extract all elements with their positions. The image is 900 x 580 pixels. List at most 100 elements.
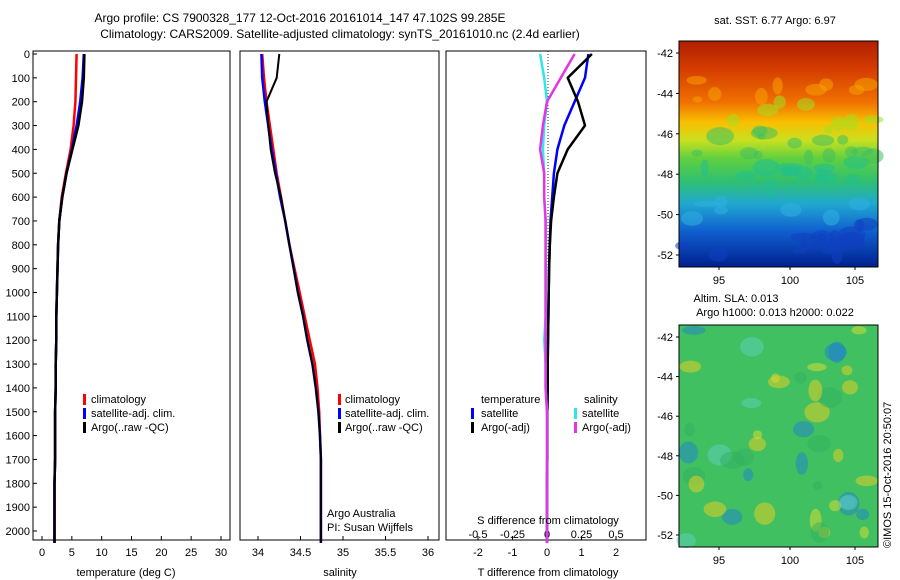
sst-texture-patch xyxy=(862,148,884,164)
sst-ytick-label: -46 xyxy=(657,129,673,141)
sla-texture-patch xyxy=(794,371,807,384)
sla-ytick-label: -52 xyxy=(657,530,673,542)
sst-texture-patch xyxy=(845,146,858,158)
depth-tick-label: 0 xyxy=(24,49,30,61)
sst-texture-patch xyxy=(816,170,838,185)
sla-texture-patch xyxy=(851,326,867,335)
sla-texture-patch xyxy=(734,448,754,466)
depth-tick-label: 400 xyxy=(12,144,30,156)
sst-texture-patch xyxy=(714,205,728,215)
sst-texture-patch xyxy=(735,171,756,181)
sst-texture-patch xyxy=(691,149,703,157)
sla-xtick-label: 105 xyxy=(846,555,864,567)
sst-map-frame xyxy=(678,40,879,268)
sla-map-panel: Altim. SLA: 0.013 Argo h1000: 0.013 h200… xyxy=(657,293,879,567)
sla-texture-patch xyxy=(752,430,763,440)
sst-ytick-label: -44 xyxy=(657,88,673,100)
depth-tick-label: 1000 xyxy=(6,288,30,300)
sla-ytick-label: -42 xyxy=(657,332,673,344)
difference-legend: temperature salinity satellite Argo(-adj… xyxy=(471,394,631,434)
salinity-x-axis: 34 34.5 35 35.5 36 xyxy=(252,536,434,559)
legend-swatch-s-satellite xyxy=(574,408,577,419)
sla-texture-patch xyxy=(807,363,827,372)
legend-label-t-satellite: satellite xyxy=(481,408,518,420)
sla-texture-patch xyxy=(807,435,832,453)
sst-texture-patch xyxy=(822,148,836,163)
sla-map-texture xyxy=(676,325,879,549)
temperature-profiles xyxy=(53,53,86,543)
series-line-argo-raw-qc- xyxy=(265,53,322,543)
sst-texture-patch xyxy=(708,87,722,101)
sst-texture-patch xyxy=(831,246,843,264)
sst-texture-patch xyxy=(686,75,707,85)
sst-ytick-label: -42 xyxy=(657,48,673,60)
sst-texture-patch xyxy=(787,137,802,149)
salinity-xlabel: salinity xyxy=(323,567,357,579)
salinity-legend: climatology satellite-adj. clim. Argo(..… xyxy=(338,394,429,434)
sst-texture-patch xyxy=(780,203,802,217)
salinity-tick-label: 36 xyxy=(422,547,434,559)
salinity-tick-label: 34.5 xyxy=(290,547,311,559)
sst-texture-patch xyxy=(700,159,709,177)
depth-tick-label: 200 xyxy=(12,97,30,109)
s-difference-label: S difference from climatology xyxy=(477,515,619,527)
imos-watermark: ©IMOS 15-Oct-2016 20:50:07 xyxy=(882,402,894,548)
sst-texture-patch xyxy=(764,178,776,196)
difference-tick-label: -2 xyxy=(473,547,483,559)
sla-texture-patch xyxy=(810,522,830,543)
sla-texture-patch xyxy=(842,380,858,395)
header-title: Argo profile: CS 7900328_177 12-Oct-2016… xyxy=(95,11,506,25)
sla-xtick-label: 100 xyxy=(781,555,799,567)
sst-texture-patch xyxy=(831,116,847,131)
sst-texture-patch xyxy=(694,200,721,208)
sst-texture-patch xyxy=(819,78,834,91)
sst-texture-patch xyxy=(755,87,768,105)
t-difference-label: T difference from climatology xyxy=(478,567,619,579)
depth-tick-label: 600 xyxy=(12,192,30,204)
sst-texture-patch xyxy=(739,147,758,160)
difference-tick-label: -1 xyxy=(508,547,518,559)
temperature-x-axis: 0 5 10 15 20 25 30 xyxy=(39,536,227,559)
legend-title-temperature: temperature xyxy=(481,394,540,406)
difference-tick-label: 2 xyxy=(613,547,619,559)
depth-tick-label: 1900 xyxy=(6,502,30,514)
sla-texture-patch xyxy=(833,448,844,463)
legend-swatch-satellite-adj xyxy=(83,408,86,419)
sst-texture-patch xyxy=(843,155,869,170)
depth-tick-label: 1500 xyxy=(6,407,30,419)
depth-tick-label: 500 xyxy=(12,168,30,180)
sst-xtick-label: 105 xyxy=(846,275,864,287)
sla-texture-patch xyxy=(679,360,702,373)
sdiff-tick-label: -0.25 xyxy=(500,529,525,541)
credit-pi: PI: Susan Wijffels xyxy=(327,522,413,534)
sst-texture-patch xyxy=(837,135,849,145)
series-line-argo-raw-qc- xyxy=(53,53,86,543)
sst-ytick-label: -52 xyxy=(657,250,673,262)
depth-tick-label: 900 xyxy=(12,264,30,276)
legend-swatch-climatology xyxy=(83,394,86,405)
salinity-tick-label: 34 xyxy=(252,547,264,559)
sla-map-subtitle: Argo h1000: 0.013 h2000: 0.022 xyxy=(696,307,854,319)
sst-texture-patch xyxy=(757,103,779,117)
sst-texture-patch xyxy=(848,197,870,211)
sla-ytick-label: -50 xyxy=(657,490,673,502)
sst-texture-patch xyxy=(752,125,768,137)
sst-map-panel: sat. SST: 6.77 Argo: 6.97 -42 -44 -46 -48 -5… xyxy=(657,15,884,287)
legend-label-s-satellite: satellite xyxy=(582,408,619,420)
sst-map-texture xyxy=(675,75,884,264)
depth-tick-label: 1200 xyxy=(6,335,30,347)
salinity-tick-label: 35.5 xyxy=(375,547,396,559)
series-line-climatology xyxy=(260,53,323,543)
legend-label-argo: Argo(..raw -QC) xyxy=(91,422,169,434)
sst-texture-patch xyxy=(809,230,835,249)
legend-swatch-climatology xyxy=(338,394,341,405)
difference-panel: -2 -1 0 1 2-0.5 -0.25 0 0.25 0.5 S difference fr… xyxy=(445,50,647,579)
sst-texture-patch xyxy=(856,217,878,231)
sst-texture-patch xyxy=(774,163,803,170)
sst-ytick-label: -48 xyxy=(657,169,673,181)
difference-tick-label: 0 xyxy=(544,547,550,559)
sst-texture-patch xyxy=(813,163,836,173)
legend-label-argo: Argo(..raw -QC) xyxy=(345,422,423,434)
sst-texture-patch xyxy=(692,96,703,103)
